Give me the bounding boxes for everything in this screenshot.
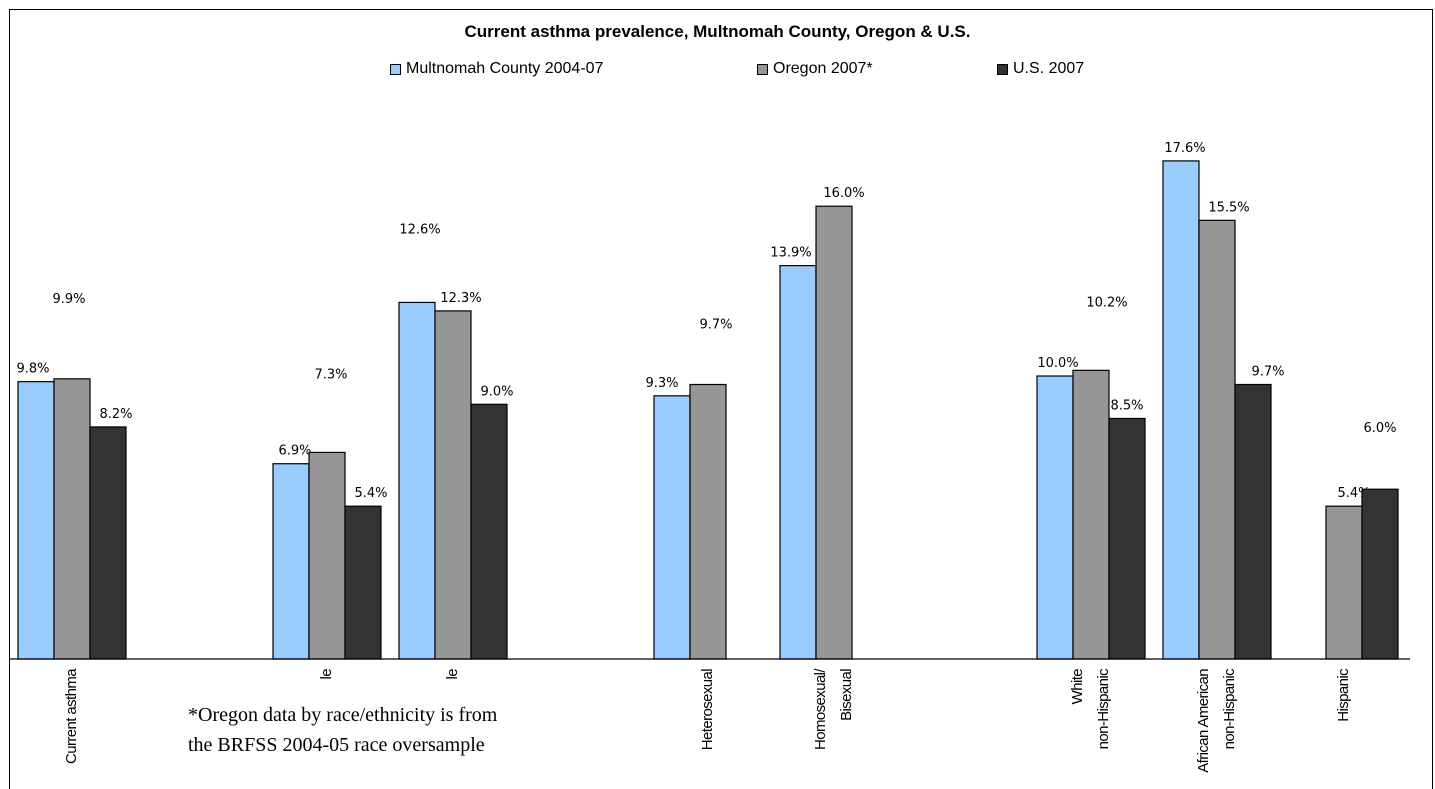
bar-7-1 — [1325, 505, 1363, 660]
chart-title: Current asthma prevalence, Multnomah Cou… — [464, 22, 971, 41]
footnote-line-1: *Oregon data by race/ethnicity is from — [188, 704, 498, 726]
bar-3-0 — [653, 395, 691, 660]
bar-3-1 — [689, 383, 727, 660]
data-label-1-2: 5.4% — [354, 486, 387, 501]
data-label-0-2: 8.2% — [99, 407, 132, 422]
legend-label-us: U.S. 2007 — [1013, 60, 1085, 77]
legend-item-multnomah: Multnomah County 2004-07 — [390, 60, 603, 78]
legend-swatch-us — [997, 63, 1008, 75]
category-label-6-line-1: non-Hispanic — [1221, 668, 1238, 749]
category-label-2: le — [444, 669, 461, 680]
bar-2-1 — [434, 310, 472, 660]
footnote: *Oregon data by race/ethnicity is from t… — [188, 700, 497, 760]
category-label-3: Heterosexual — [699, 669, 716, 750]
category-label-0: Current asthma — [63, 668, 80, 764]
bar-1-0 — [272, 463, 310, 660]
bar-0-0 — [17, 381, 55, 660]
data-label-3-0: 9.3% — [645, 376, 678, 391]
data-label-2-1: 12.3% — [440, 291, 481, 306]
bar-0-1 — [53, 378, 91, 660]
data-label-4-0: 13.9% — [770, 246, 811, 261]
legend-swatch-oregon — [757, 63, 768, 75]
bar-5-1 — [1072, 369, 1110, 660]
category-label-4-line-1: Bisexual — [838, 669, 855, 721]
legend-label-oregon: Oregon 2007* — [773, 60, 873, 77]
data-label-7-2: 6.0% — [1363, 421, 1396, 436]
bar-0-2 — [89, 426, 127, 660]
data-label-1-1: 7.3% — [314, 367, 347, 382]
bar-7-2 — [1361, 488, 1399, 660]
bar-6-0 — [1162, 160, 1200, 660]
category-label-5-line-1: non-Hispanic — [1095, 668, 1112, 749]
data-label-2-2: 9.0% — [480, 384, 513, 399]
data-label-6-1: 15.5% — [1208, 200, 1249, 215]
legend-swatch-multnomah — [390, 63, 401, 75]
category-label-1: le — [318, 669, 335, 680]
bar-6-2 — [1234, 383, 1272, 660]
data-label-6-0: 17.6% — [1164, 141, 1205, 156]
bar-6-1 — [1198, 219, 1236, 660]
data-label-5-1: 10.2% — [1086, 295, 1127, 310]
footnote-line-2: the BRFSS 2004-05 race oversample — [188, 734, 485, 756]
data-label-5-0: 10.0% — [1037, 356, 1078, 371]
bar-4-0 — [779, 265, 817, 660]
data-label-1-0: 6.9% — [278, 444, 311, 459]
bar-4-1 — [815, 205, 853, 660]
data-label-2-0: 12.6% — [399, 222, 440, 237]
data-label-6-2: 9.7% — [1251, 364, 1284, 379]
category-label-4-line-0: Homosexual/ — [812, 668, 829, 750]
bar-2-0 — [398, 301, 436, 660]
category-label-7: Hispanic — [1335, 668, 1352, 722]
data-label-5-2: 8.5% — [1110, 398, 1143, 413]
category-label-5-line-0: White — [1069, 669, 1086, 705]
legend-item-us: U.S. 2007 — [997, 60, 1084, 78]
legend-label-multnomah: Multnomah County 2004-07 — [406, 60, 604, 77]
data-label-3-1: 9.7% — [699, 317, 732, 332]
bar-1-1 — [308, 451, 346, 660]
data-label-0-1: 9.9% — [52, 292, 85, 307]
data-label-4-1: 16.0% — [823, 186, 864, 201]
category-label-6-line-0: African American — [1195, 669, 1212, 773]
bar-1-2 — [344, 505, 382, 660]
bar-5-2 — [1108, 417, 1146, 660]
chart-frame — [9, 9, 1433, 789]
bar-5-0 — [1036, 375, 1074, 660]
bar-2-2 — [470, 403, 508, 660]
data-label-0-0: 9.8% — [16, 362, 49, 377]
legend: Multnomah County 2004-07 Oregon 2007* U.… — [0, 60, 1435, 82]
legend-item-oregon: Oregon 2007* — [757, 60, 873, 78]
